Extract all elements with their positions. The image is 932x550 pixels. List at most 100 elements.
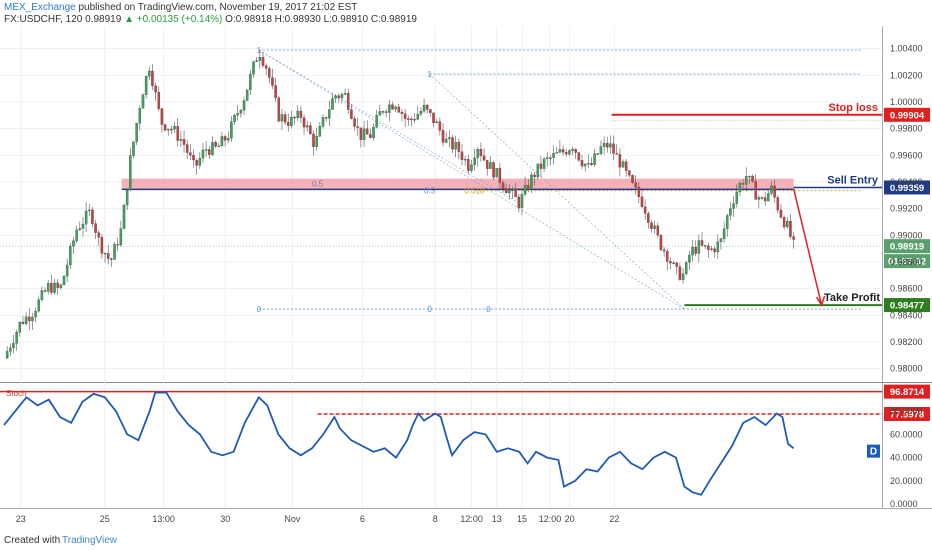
x-tick-label: 20 [565,514,575,524]
target-arrow-line [792,188,823,306]
x-tick-label: 12:00 [460,514,483,524]
osc-badge-text: D [870,447,877,458]
candle-body [192,155,195,161]
y-tick-label: 0.99400 [890,177,923,187]
candle-body [353,118,356,127]
candle-body [249,73,252,90]
candle-body [31,316,34,322]
candle-body [173,126,176,130]
candle-body [9,347,12,352]
candle-body [637,186,641,198]
candle-body [347,93,350,110]
candle-body [707,245,710,250]
candle-body [602,142,606,147]
candle-body [350,109,353,119]
candle-body [763,197,767,202]
candle-body [384,111,388,113]
candle-body [34,310,37,318]
candle-body [365,128,369,135]
candle-body [691,246,694,256]
candle-body [116,244,119,246]
candle-body [539,163,543,169]
candle-body [40,290,44,300]
candle-body [659,234,663,250]
x-tick-label: 25 [100,514,110,524]
candle-body [369,134,372,139]
candle-body [166,128,170,131]
candle-body [280,114,284,122]
candle-body [334,95,337,99]
candle-body [97,232,101,238]
candle-body [148,70,151,77]
y-tick-label: 0.98200 [890,337,923,347]
candle-body [154,85,157,93]
candle-body [422,104,426,112]
candle-body [195,159,198,166]
osc-tick-label: 20.0000 [890,476,923,486]
candle-body [536,163,540,178]
candle-body [233,115,236,122]
candle-body [157,92,161,109]
osc-tick-label: 80.0000 [890,406,923,416]
candle-body [163,124,167,131]
countdown-tag: 01:57:32 [884,254,930,269]
resistance-zone: 0.5 [121,178,794,191]
stop-loss-label: Stop loss [828,102,878,114]
candle-body [441,130,445,143]
price-pane[interactable] [0,26,882,382]
sell-entry-tag: 0.99359 [884,180,930,195]
candle-body [315,136,318,147]
candle-body [498,168,502,183]
candle-body [773,185,776,198]
candle-body [201,149,205,159]
grid [0,26,882,508]
current-price-tag-bg [884,239,930,254]
axes: 1.00400 1.00200 1.00000 0.99800 0.99600 0.994… [16,44,923,524]
candle-body [568,150,571,155]
candle-body [621,161,625,168]
y-tick-label: 1.00000 [890,97,923,107]
candle-body [751,175,754,182]
candle-body [615,153,618,155]
candle-body [757,197,761,200]
candle-body [558,149,562,153]
candle-body [684,262,688,275]
candle-body [489,162,492,169]
candle-body [467,158,470,171]
candle-body [476,149,480,159]
candle-body [523,185,527,195]
candles [5,50,795,360]
candle-body [75,229,78,241]
candle-body [78,228,82,231]
candle-body [517,196,521,208]
candle-body [520,194,524,208]
candle-body [356,126,359,128]
candle-body [151,70,154,86]
fib-trend-line [258,49,685,310]
candle-body [504,188,508,194]
tradingview-logo[interactable]: TradingView [62,535,118,546]
x-tick-label: 22 [609,514,619,524]
y-tick-label: 0.99000 [890,230,923,240]
candle-body [242,100,246,111]
take-profit-label: Take Profit [824,292,880,304]
candle-body [287,122,290,126]
candle-body [129,155,132,191]
x-tick-label: 13 [492,514,502,524]
candle-body [425,104,429,110]
fib-label: 0.618 [464,187,485,196]
candle-body [438,121,442,131]
fib-trend-line [429,73,685,310]
oscillator-pane[interactable] [0,383,882,508]
resistance-zone-rect [121,178,794,190]
publisher-name[interactable]: MEX_Exchange [4,2,76,13]
y-tick-label: 1.00200 [890,70,923,80]
candle-body [135,123,138,142]
candle-body [552,153,555,158]
price-chart[interactable]: 0.5 1 1 0.5 0.618 0 0 0 Stop loss Sell Entry Tak… [0,26,932,530]
published-text: published on TradingView.com, November 1… [78,2,358,13]
footer: Created with TradingView [0,530,932,550]
candle-body [100,237,104,254]
fib-label: 0 [486,305,491,314]
candle-body [299,110,303,118]
